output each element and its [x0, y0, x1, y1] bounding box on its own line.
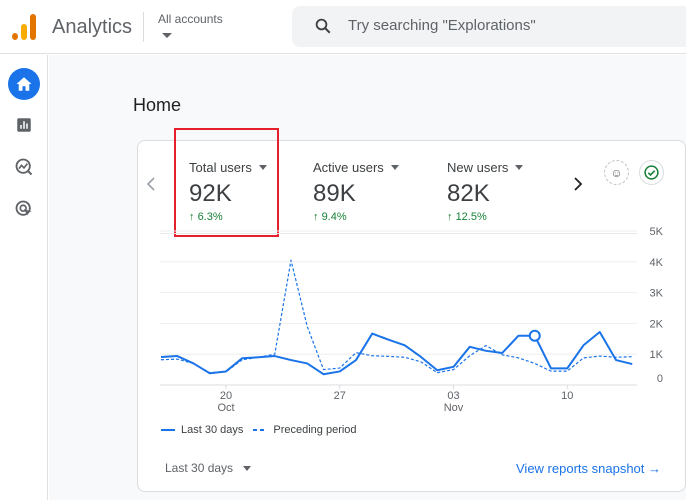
- check-status-icon[interactable]: [639, 160, 664, 185]
- reports-icon: [17, 118, 31, 132]
- metric-value: 92K: [189, 180, 232, 207]
- dropdown-icon[interactable]: [390, 165, 399, 170]
- highlight-box: [174, 128, 279, 237]
- search-icon: [315, 18, 331, 34]
- metric-change: ↑ 9.4%: [313, 211, 347, 223]
- series-line-solid: [160, 331, 633, 376]
- metric-value: 89K: [313, 180, 356, 207]
- metric-label: Active users: [313, 160, 384, 175]
- y-tick-label: 1K: [650, 349, 664, 361]
- metric-total-users[interactable]: Total users 92K ↑ 6.3%: [189, 160, 267, 223]
- y-tick-label: 0: [657, 373, 663, 385]
- metric-new-users[interactable]: New users 82K ↑ 12.5%: [447, 160, 524, 223]
- insights-badge-icon[interactable]: ☺: [604, 160, 629, 185]
- chevron-down-icon: [243, 465, 252, 471]
- analytics-logo[interactable]: [12, 14, 36, 40]
- page-title: Home: [133, 95, 182, 115]
- metric-change: ↑ 12.5%: [447, 211, 487, 223]
- dropdown-icon[interactable]: [515, 165, 524, 170]
- top-bar: Analytics All accounts Try searching "Ex…: [0, 0, 686, 54]
- metric-change: ↑ 6.3%: [189, 211, 223, 223]
- date-range-selector[interactable]: Last 30 days: [165, 461, 252, 475]
- metric-label: Total users: [189, 160, 252, 175]
- home-icon: [16, 77, 32, 91]
- sidebar-item-explore[interactable]: [8, 151, 40, 183]
- x-tick-label: 03: [447, 390, 459, 402]
- search-placeholder: Try searching "Explorations": [348, 17, 536, 34]
- explore-icon: [15, 158, 33, 176]
- chevron-down-icon: [162, 33, 172, 38]
- chevron-right-icon[interactable]: [572, 176, 584, 192]
- legend-label: Preceding period: [273, 424, 357, 436]
- x-tick-month: Oct: [217, 402, 234, 414]
- metric-value: 82K: [447, 180, 490, 207]
- app-title: Analytics: [52, 16, 133, 38]
- y-tick-label: 4K: [650, 257, 664, 269]
- view-reports-snapshot-link[interactable]: View reports snapshot →: [516, 461, 662, 476]
- account-selector[interactable]: All accounts: [158, 12, 223, 38]
- sidebar-item-home[interactable]: [8, 68, 40, 100]
- search-input[interactable]: Try searching "Explorations": [292, 6, 686, 47]
- chevron-left-icon[interactable]: [145, 176, 157, 192]
- date-range-label: Last 30 days: [165, 461, 234, 475]
- y-tick-label: 5K: [650, 226, 664, 238]
- sidebar-item-reports[interactable]: [8, 109, 40, 141]
- dropdown-icon[interactable]: [258, 165, 267, 170]
- sidebar: [0, 55, 48, 500]
- metric-active-users[interactable]: Active users 89K ↑ 9.4%: [313, 160, 399, 223]
- x-tick-label: 20: [220, 390, 232, 402]
- legend-solid-line: [161, 429, 175, 431]
- divider: [143, 12, 144, 42]
- series-line-dashed: [160, 259, 633, 374]
- x-tick-label: 27: [334, 390, 346, 402]
- sidebar-item-advertising[interactable]: [8, 193, 40, 225]
- legend-dashed-line: [253, 429, 268, 431]
- arrow-right-icon: →: [648, 461, 662, 476]
- divider: [160, 233, 637, 234]
- x-tick-month: Nov: [444, 402, 464, 414]
- legend-label: Last 30 days: [181, 424, 244, 436]
- y-tick-label: 3K: [650, 288, 664, 300]
- chart-legend: Last 30 days Preceding period: [161, 424, 357, 436]
- highlight-point: [528, 329, 541, 342]
- x-tick-label: 10: [561, 390, 573, 402]
- account-selector-label: All accounts: [158, 12, 223, 26]
- metric-label: New users: [447, 160, 509, 175]
- advertising-icon: [15, 200, 32, 216]
- y-tick-label: 2K: [650, 318, 664, 330]
